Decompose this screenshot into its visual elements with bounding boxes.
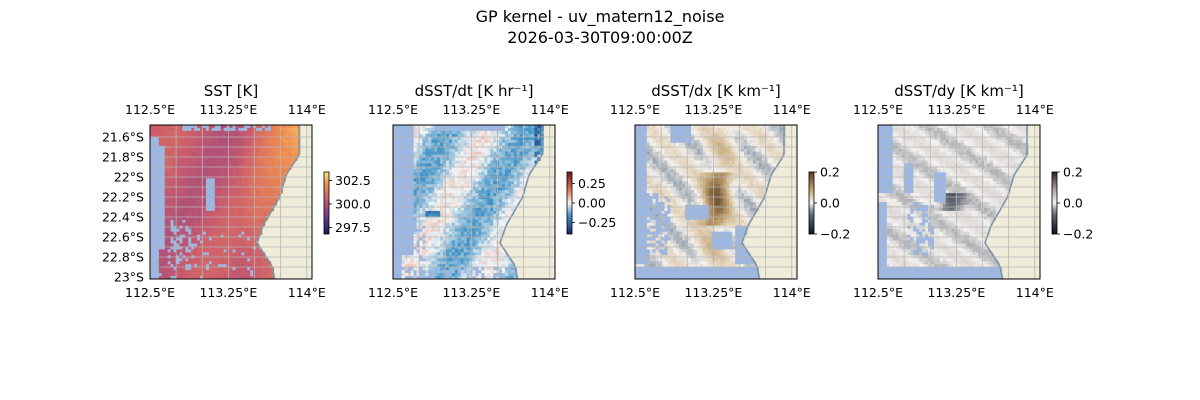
lon-tick-label-bottom: 114°E: [1016, 285, 1054, 300]
lat-tick-label: 22°S: [114, 170, 144, 185]
panel-4: dSST/dy [K km⁻¹] 112.5°E 112.5°E 113.25°E 11…: [853, 82, 1093, 300]
lon-tick-label-top: 114°E: [288, 102, 326, 117]
panel-title: dSST/dt [K hr⁻¹]: [415, 82, 534, 100]
map-area: [150, 125, 312, 279]
lon-tick-label-top: 114°E: [773, 102, 811, 117]
lat-tick-label: 22.6°S: [102, 230, 144, 245]
lon-tick-label-top: 113.25°E: [199, 102, 257, 117]
colorbar-tick-label: 0.0: [820, 196, 840, 211]
map-area: [393, 125, 555, 279]
map-frame: [149, 124, 313, 280]
map-frame: [877, 124, 1041, 280]
coastline: [499, 125, 543, 279]
colorbar-tick-label: 0.2: [820, 165, 840, 180]
lon-tick-label-bottom: 113.25°E: [927, 285, 985, 300]
lon-tick-label-top: 112.5°E: [853, 102, 903, 117]
panel-1: SST [K] 112.5°E 112.5°E 113.25°E 113.25°E 114…: [102, 82, 371, 300]
lon-tick-label-bottom: 112.5°E: [610, 285, 660, 300]
figure-title: GP kernel - uv_matern12_noise: [476, 7, 725, 27]
lon-tick-label-top: 113.25°E: [442, 102, 500, 117]
colorbar-tick-label: −0.25: [578, 215, 616, 230]
lat-tick-label: 22.8°S: [102, 250, 144, 265]
map-area: [878, 125, 1040, 279]
lon-tick-label-bottom: 113.25°E: [199, 285, 257, 300]
lon-tick-label-bottom: 114°E: [773, 285, 811, 300]
lon-tick-label-top: 112.5°E: [125, 102, 175, 117]
lon-tick-label-top: 113.25°E: [684, 102, 742, 117]
colorbar: [808, 171, 815, 235]
lat-tick-label: 22.4°S: [102, 210, 144, 225]
coastline: [984, 125, 1028, 279]
colorbar-tick-label: 0.0: [1063, 196, 1083, 211]
lon-tick-label-bottom: 113.25°E: [684, 285, 742, 300]
colorbar: [566, 171, 573, 235]
lat-tick-label: 22.2°S: [102, 190, 144, 205]
panel-title: dSST/dx [K km⁻¹]: [651, 82, 781, 100]
panel-3: dSST/dx [K km⁻¹] 112.5°E 112.5°E 113.25°E 11…: [610, 82, 850, 300]
colorbar-tick-label: −0.2: [1063, 227, 1093, 242]
lon-tick-label-bottom: 114°E: [288, 285, 326, 300]
lon-tick-label-bottom: 114°E: [531, 285, 569, 300]
colorbar: [1051, 171, 1058, 235]
colorbar-tick-label: 0.00: [578, 196, 606, 211]
panel-2: dSST/dt [K hr⁻¹] 112.5°E 112.5°E 113.25°E 11…: [368, 82, 616, 300]
coastline: [256, 125, 300, 279]
colorbar-tick-label: 302.5: [335, 173, 371, 188]
map-area: [635, 125, 797, 279]
colorbar-tick-label: 0.2: [1063, 165, 1083, 180]
map-frame: [392, 124, 556, 280]
colorbar-tick-label: 297.5: [335, 220, 371, 235]
lat-tick-label: 21.6°S: [102, 130, 144, 145]
lon-tick-label-bottom: 112.5°E: [368, 285, 418, 300]
lat-tick-label: 23°S: [114, 270, 144, 285]
colorbar: [323, 171, 330, 235]
lon-tick-label-top: 112.5°E: [368, 102, 418, 117]
coastline: [741, 125, 785, 279]
panel-title: dSST/dy [K km⁻¹]: [894, 82, 1024, 100]
figure-subtitle: 2026-03-30T09:00:00Z: [507, 28, 693, 47]
lon-tick-label-bottom: 113.25°E: [442, 285, 500, 300]
lon-tick-label-top: 113.25°E: [927, 102, 985, 117]
lon-tick-label-top: 114°E: [1016, 102, 1054, 117]
lat-tick-label: 21.8°S: [102, 150, 144, 165]
lon-tick-label-top: 114°E: [531, 102, 569, 117]
map-frame: [634, 124, 798, 280]
lon-tick-label-top: 112.5°E: [610, 102, 660, 117]
lon-tick-label-bottom: 112.5°E: [853, 285, 903, 300]
panels: SST [K] 112.5°E 112.5°E 113.25°E 113.25°E 114…: [102, 82, 1093, 300]
lon-tick-label-bottom: 112.5°E: [125, 285, 175, 300]
panel-title: SST [K]: [204, 82, 259, 100]
colorbar-tick-label: 300.0: [335, 196, 371, 211]
colorbar-tick-label: −0.2: [820, 227, 850, 242]
colorbar-tick-label: 0.25: [578, 176, 606, 191]
